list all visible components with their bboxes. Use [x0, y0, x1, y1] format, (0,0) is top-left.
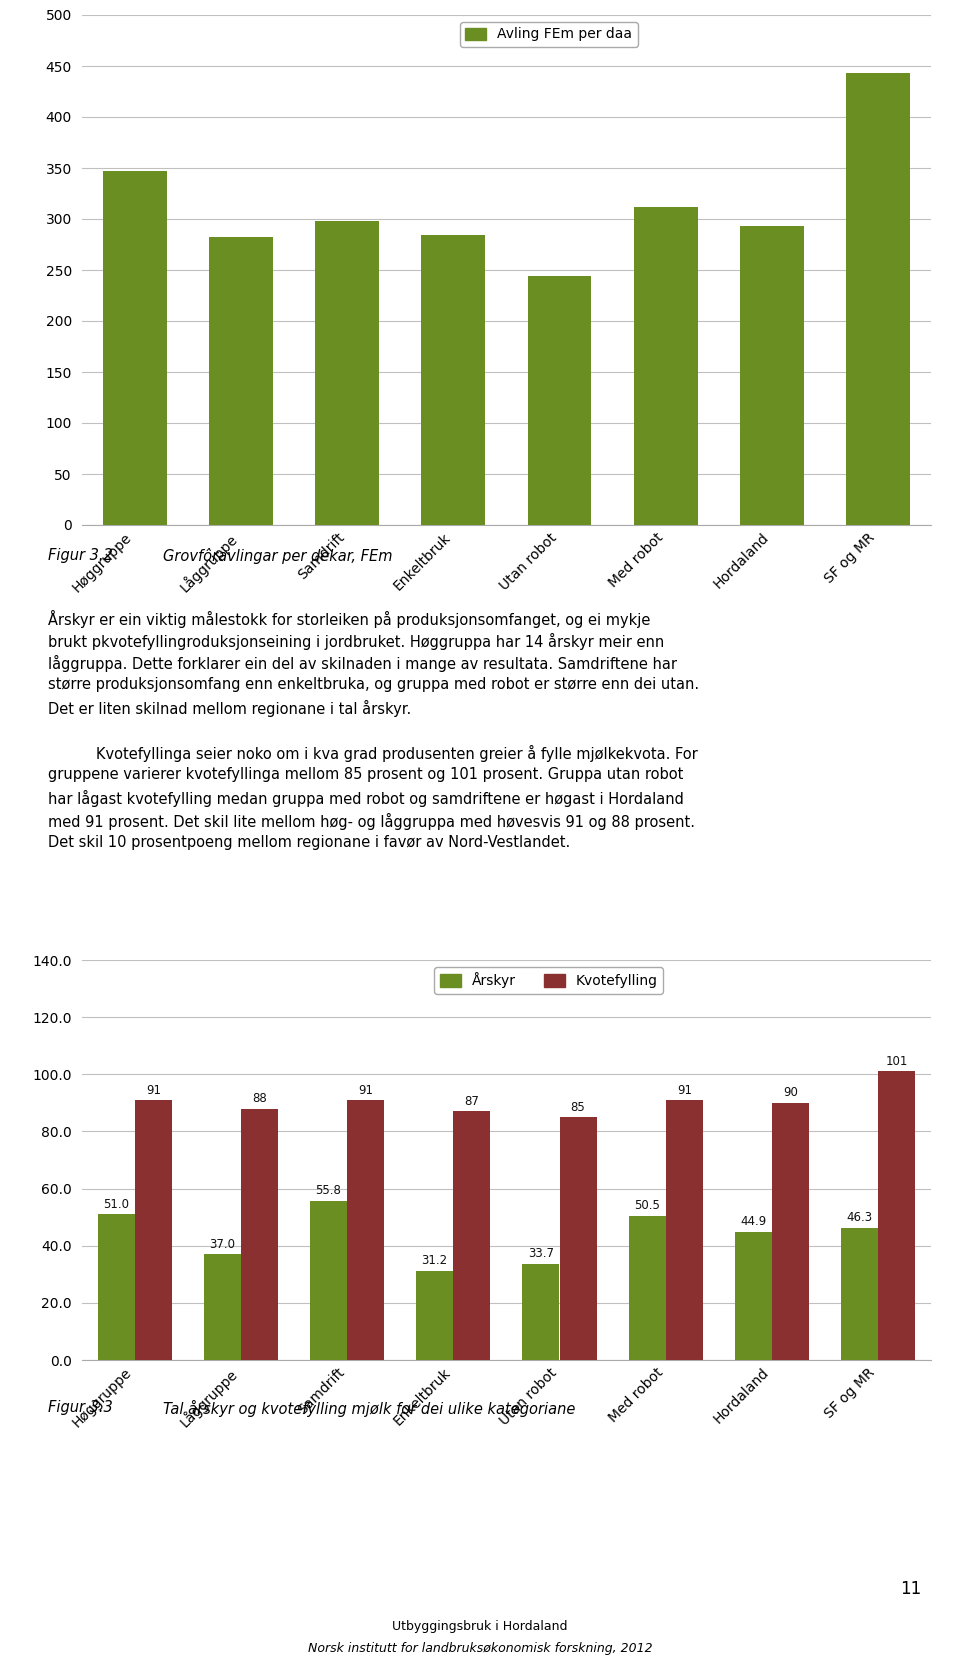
Bar — [209, 237, 273, 525]
Text: 90: 90 — [783, 1086, 798, 1099]
Bar — [560, 1118, 597, 1359]
Bar — [134, 1101, 172, 1359]
Text: større produksjonsomfang enn enkeltbruka, og gruppa med robot er større enn dei : større produksjonsomfang enn enkeltbruka… — [48, 678, 699, 693]
Bar — [665, 1101, 703, 1359]
Bar — [841, 1228, 878, 1359]
Bar — [734, 1232, 772, 1359]
Text: 37.0: 37.0 — [209, 1238, 235, 1250]
Bar — [522, 1264, 560, 1359]
Text: 87: 87 — [465, 1096, 479, 1107]
Text: Grovfôravlingar per dekar, FEm: Grovfôravlingar per dekar, FEm — [163, 549, 393, 564]
Text: brukt pkvotefyllingroduksjonseining i jordbruket. Høggruppa har 14 årskyr meir e: brukt pkvotefyllingroduksjonseining i jo… — [48, 633, 664, 649]
Text: har lågast kvotefylling medan gruppa med robot og samdriftene er høgast i Hordal: har lågast kvotefylling medan gruppa med… — [48, 790, 684, 807]
Legend: Årskyr, Kvotefylling: Årskyr, Kvotefylling — [435, 967, 663, 993]
Text: låggruppa. Dette forklarer ein del av skilnaden i mange av resultata. Samdriften: låggruppa. Dette forklarer ein del av sk… — [48, 654, 677, 671]
Text: 55.8: 55.8 — [316, 1185, 342, 1196]
Bar — [348, 1101, 384, 1359]
Text: gruppene varierer kvotefyllinga mellom 85 prosent og 101 prosent. Gruppa utan ro: gruppene varierer kvotefyllinga mellom 8… — [48, 767, 684, 782]
Bar — [847, 74, 910, 525]
Text: med 91 prosent. Det skil lite mellom høg- og låggruppa med høvesvis 91 og 88 pro: med 91 prosent. Det skil lite mellom høg… — [48, 812, 695, 829]
Text: 44.9: 44.9 — [740, 1215, 766, 1228]
Bar — [740, 227, 804, 525]
Text: Figur 3.2: Figur 3.2 — [48, 549, 112, 564]
Bar — [310, 1200, 348, 1359]
Text: Det skil 10 prosentpoeng mellom regionane i favør av Nord-Vestlandet.: Det skil 10 prosentpoeng mellom regionan… — [48, 836, 570, 851]
Bar — [772, 1102, 809, 1359]
Text: 88: 88 — [252, 1092, 267, 1106]
Bar — [204, 1253, 241, 1359]
Text: Norsk institutt for landbruksøkonomisk forskning, 2012: Norsk institutt for landbruksøkonomisk f… — [308, 1643, 652, 1655]
Text: Figur 3.3: Figur 3.3 — [48, 1399, 112, 1415]
Bar — [421, 235, 485, 525]
Bar — [416, 1270, 453, 1359]
Text: 46.3: 46.3 — [847, 1212, 873, 1225]
Text: Utbyggingsbruk i Hordaland: Utbyggingsbruk i Hordaland — [393, 1619, 567, 1633]
Text: 33.7: 33.7 — [528, 1247, 554, 1260]
Bar — [528, 277, 591, 525]
Bar — [634, 206, 698, 525]
Bar — [629, 1217, 665, 1359]
Text: 91: 91 — [146, 1084, 160, 1096]
Bar — [103, 171, 166, 525]
Bar — [315, 221, 379, 525]
Text: 85: 85 — [570, 1101, 586, 1114]
Text: 11: 11 — [900, 1581, 922, 1597]
Text: Årskyr er ein viktig målestokk for storleiken på produksjonsomfanget, og ei mykj: Årskyr er ein viktig målestokk for storl… — [48, 611, 650, 628]
Text: 51.0: 51.0 — [103, 1198, 129, 1212]
Bar — [241, 1109, 278, 1359]
Bar — [98, 1215, 134, 1359]
Text: 91: 91 — [677, 1084, 692, 1096]
Text: Tal årskyr og kvotefylling mjølk for dei ulike kategoriane: Tal årskyr og kvotefylling mjølk for dei… — [163, 1399, 576, 1416]
Text: Kvotefyllinga seier noko om i kva grad produsenten greier å fylle mjølkekvota. F: Kvotefyllinga seier noko om i kva grad p… — [96, 745, 698, 762]
Text: 31.2: 31.2 — [421, 1255, 447, 1267]
Text: 50.5: 50.5 — [635, 1200, 660, 1212]
Bar — [453, 1111, 491, 1359]
Legend: Avling FEm per daa: Avling FEm per daa — [460, 22, 637, 47]
Text: 101: 101 — [885, 1055, 908, 1067]
Text: 91: 91 — [358, 1084, 373, 1096]
Bar — [878, 1072, 915, 1359]
Text: Det er liten skilnad mellom regionane i tal årskyr.: Det er liten skilnad mellom regionane i … — [48, 700, 411, 717]
